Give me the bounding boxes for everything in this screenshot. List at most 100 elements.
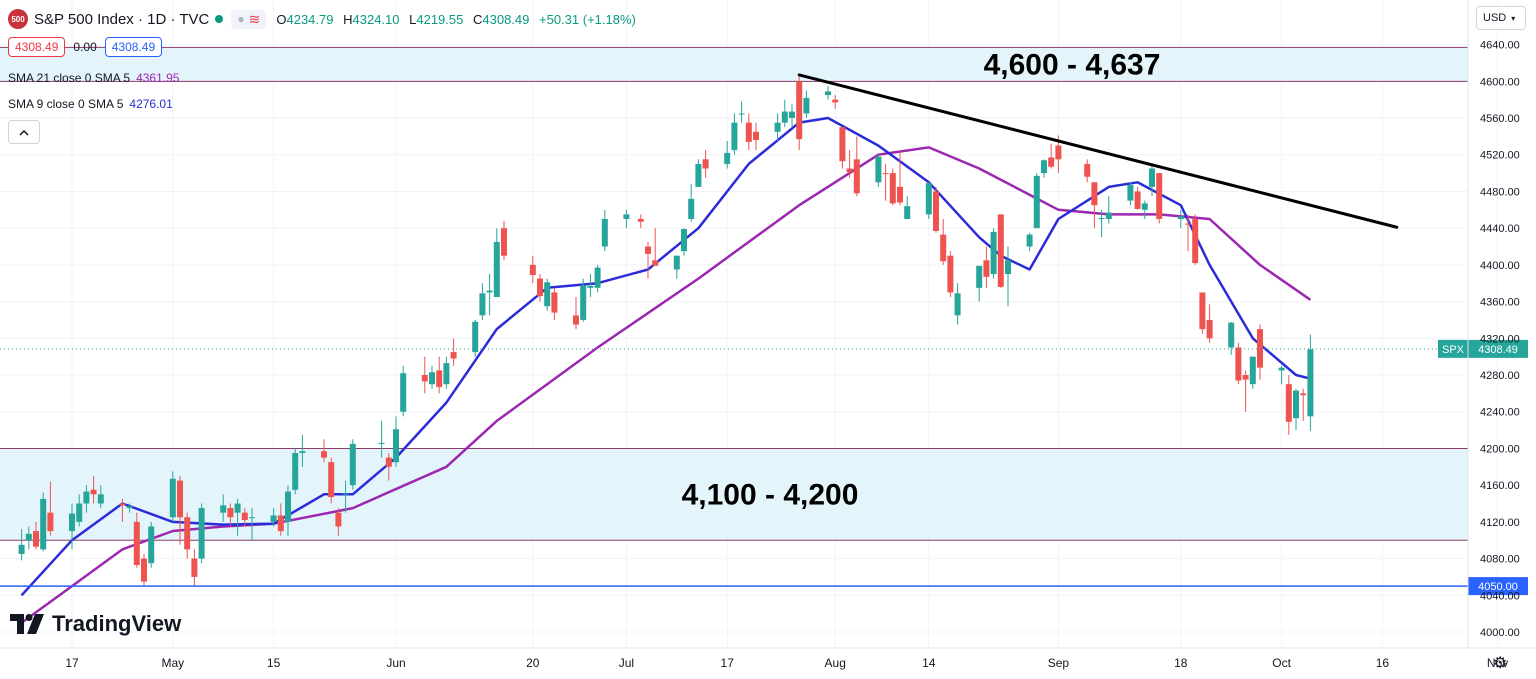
x-tick-label: Aug <box>825 656 846 670</box>
brand-logo: TradingView <box>10 611 181 637</box>
candle-body <box>234 503 241 513</box>
candle-body <box>1235 347 1242 381</box>
candle-body <box>277 515 284 532</box>
symbol-tag <box>1438 339 1468 358</box>
candle <box>450 338 457 366</box>
settings-gear-icon[interactable]: ⚙ <box>1493 655 1508 672</box>
candle-body <box>443 363 450 385</box>
candle-body <box>18 544 25 554</box>
candle <box>479 283 486 320</box>
currency-button[interactable]: USD ▾ <box>1476 6 1526 30</box>
candle-body <box>285 491 291 522</box>
candle-body <box>1005 260 1011 275</box>
candle-body <box>342 493 349 495</box>
candle <box>673 255 680 279</box>
symbol-tag-label: SPX <box>1442 344 1465 356</box>
candle-body <box>299 451 306 454</box>
candle <box>875 154 882 187</box>
candle-body <box>1206 319 1213 339</box>
candle-body <box>1285 384 1292 422</box>
candle-body <box>1048 157 1055 167</box>
candle-body <box>1293 390 1299 419</box>
candle <box>825 85 831 100</box>
candle-body <box>1177 216 1184 219</box>
candle <box>335 508 342 536</box>
candle <box>724 140 731 169</box>
candle-body <box>825 91 831 96</box>
candle <box>169 471 176 522</box>
candle-body <box>220 505 227 513</box>
candle-body <box>897 186 903 203</box>
candle-body <box>1156 173 1163 219</box>
candle-body <box>774 122 781 132</box>
candle <box>1278 365 1285 385</box>
candle <box>637 214 644 229</box>
candle-body <box>796 81 803 140</box>
sma21-label: SMA 21 close 0 SMA 5 <box>8 71 131 85</box>
candle-body <box>925 183 932 215</box>
candle <box>925 182 932 219</box>
candle-body <box>594 267 601 288</box>
candle-body <box>1105 212 1112 219</box>
candle-body <box>738 113 745 115</box>
candle <box>1005 246 1011 307</box>
candle-body <box>421 375 428 382</box>
candle-body <box>450 352 457 359</box>
y-tick-label: 4480.00 <box>1480 186 1520 198</box>
candle-body <box>249 517 255 519</box>
candle-body <box>1098 218 1105 220</box>
low-label: L <box>409 11 417 27</box>
candle-body <box>400 373 407 412</box>
sma21-legend[interactable]: SMA 21 close 0 SMA 5 4361.95 <box>8 71 179 85</box>
candle-body <box>385 457 392 467</box>
candle-body <box>1199 292 1206 330</box>
open-label: O <box>276 11 287 27</box>
candle <box>1235 342 1242 385</box>
candle <box>47 481 54 536</box>
candle <box>1134 186 1141 210</box>
x-tick-label: Nov <box>1487 656 1508 670</box>
candle-body <box>1084 163 1091 177</box>
buy-price-button[interactable]: 4308.49 <box>104 37 163 57</box>
symbol-title[interactable]: S&P 500 Index · 1D · TVC <box>34 10 210 28</box>
candle-body <box>695 163 702 187</box>
candle-body <box>393 429 399 463</box>
sell-price-button[interactable]: 4308.49 <box>8 37 66 57</box>
candle <box>1293 388 1299 431</box>
candle-body <box>493 241 500 298</box>
chevron-down-icon: ▾ <box>1511 13 1516 23</box>
candle <box>241 508 248 527</box>
spread-value: 0.00 <box>73 40 97 54</box>
candle <box>342 480 349 513</box>
candle <box>227 503 234 527</box>
candle <box>443 356 450 389</box>
candle-body <box>1149 168 1155 187</box>
x-tick-label: May <box>161 656 184 670</box>
collapse-legend-button[interactable] <box>8 120 40 144</box>
candle-body <box>983 260 990 277</box>
candle <box>774 113 781 141</box>
candle-body <box>587 285 594 288</box>
y-tick-label: 4240.00 <box>1480 407 1520 419</box>
candle-body <box>501 228 507 256</box>
y-tick-label: 4520.00 <box>1480 150 1520 162</box>
wave-icon: ≋ <box>248 10 261 27</box>
candle <box>652 228 659 266</box>
candle <box>1177 209 1184 229</box>
candle-body <box>25 533 32 541</box>
candle <box>25 526 32 550</box>
candle <box>184 512 191 559</box>
chart-style-pill[interactable]: ● ≋ <box>231 9 267 29</box>
candle <box>385 453 392 481</box>
candle-body <box>789 111 795 119</box>
candle-body <box>846 168 853 173</box>
candle <box>1033 173 1040 229</box>
candle-body <box>731 122 738 151</box>
sma9-legend[interactable]: SMA 9 close 0 SMA 5 4276.01 <box>8 97 173 111</box>
trade-prices: 4308.49 0.00 4308.49 <box>8 37 163 57</box>
candle <box>594 264 601 293</box>
y-tick-label: 4160.00 <box>1480 480 1520 492</box>
candle <box>1156 173 1163 224</box>
brand-name: TradingView <box>52 611 182 636</box>
